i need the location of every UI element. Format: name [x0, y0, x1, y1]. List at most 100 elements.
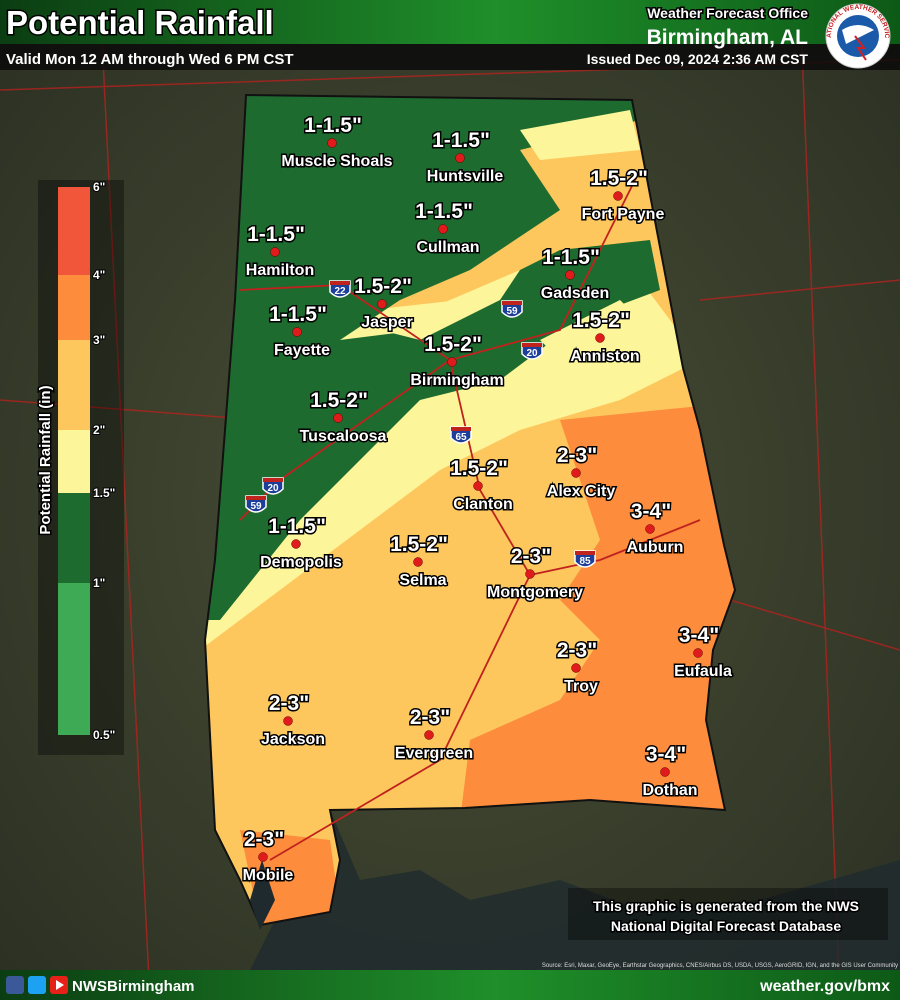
interstate-shield-top: [263, 478, 283, 482]
legend-tick-label: 6": [93, 180, 105, 194]
city-dot: [283, 716, 293, 726]
rainfall-amount: 2-3": [557, 444, 597, 467]
legend-swatch: [58, 493, 90, 583]
city-name: Clanton: [453, 496, 513, 513]
website[interactable]: weather.gov/bmx: [759, 978, 890, 995]
rainfall-amount: 2-3": [269, 692, 309, 715]
rainfall-amount: 1.5-2": [424, 333, 482, 356]
rainfall-amount: 1-1.5": [269, 303, 327, 326]
office-city: Birmingham, AL: [647, 26, 809, 49]
note-line: National Digital Forecast Database: [611, 918, 842, 934]
legend-tick-label: 1": [93, 576, 105, 590]
gulf-water: [250, 810, 900, 970]
issued: Issued Dec 09, 2024 2:36 AM CST: [587, 51, 809, 67]
rainfall-amount: 3-4": [631, 500, 671, 523]
city-name: Troy: [564, 678, 598, 695]
note-backdrop: [568, 888, 888, 940]
rainfall-amount: 1.5-2": [310, 389, 368, 412]
rainfall-amount: 1-1.5": [268, 515, 326, 538]
facebook-icon[interactable]: [6, 976, 24, 994]
city-name: Dothan: [642, 782, 697, 799]
city-name: Gadsden: [541, 285, 609, 302]
legend: Potential Rainfall (in) 6" 4" 3" 2" 1.5" 1" 0.…: [36, 179, 124, 755]
interstate-number: 59: [250, 501, 262, 512]
rainfall-amount: 2-3": [511, 545, 551, 568]
city-dot: [413, 557, 423, 567]
interstate-number: 22: [334, 286, 346, 297]
city-name: Fort Payne: [582, 206, 665, 223]
interstate-shield-top: [522, 343, 542, 347]
rainfall-amount: 2-3": [244, 828, 284, 851]
rainfall-amount: 1-1.5": [542, 246, 600, 269]
title: Potential Rainfall: [6, 4, 274, 41]
header-bar: [0, 0, 900, 44]
city-name: Huntsville: [427, 168, 504, 185]
rainfall-amount: 1-1.5": [304, 114, 362, 137]
city-name: Jackson: [261, 731, 325, 748]
city-dot: [565, 270, 575, 280]
city-dot: [447, 357, 457, 367]
city-name: Mobile: [243, 867, 294, 884]
rainfall-amount: 1-1.5": [432, 129, 490, 152]
rainfall-amount: 1.5-2": [572, 309, 630, 332]
legend-swatch: [58, 583, 90, 735]
twitter-icon[interactable]: [28, 976, 46, 994]
interstate-shield-top: [502, 301, 522, 305]
city-name: Evergreen: [395, 745, 473, 762]
rainfall-amount: 2-3": [410, 706, 450, 729]
city-dot: [327, 138, 337, 148]
city-name: Eufaula: [674, 663, 732, 680]
rainfall-amount: 1.5-2": [354, 275, 412, 298]
mobile-bay: [250, 860, 275, 930]
city-dot: [595, 333, 605, 343]
city-name: Fayette: [274, 342, 330, 359]
city-dot: [258, 852, 268, 862]
rainfall-amount: 1.5-2": [590, 167, 648, 190]
subtitle: Valid Mon 12 AM through Wed 6 PM CST: [6, 51, 294, 68]
legend-swatch: [58, 275, 90, 340]
interstate-number: 20: [267, 483, 279, 494]
legend-tick-label: 0.5": [93, 728, 115, 742]
rainfall-amount: 3-4": [646, 743, 686, 766]
city-dot: [377, 299, 387, 309]
social-handle[interactable]: NWSBirmingham: [72, 978, 195, 995]
rainfall-zones: [205, 95, 735, 925]
city-name: Cullman: [416, 239, 479, 256]
interstate-shield-top: [330, 281, 350, 285]
interstate-number: 85: [579, 556, 591, 567]
city-name: Anniston: [570, 348, 639, 365]
city-dot: [455, 153, 465, 163]
legend-tick-label: 4": [93, 268, 105, 282]
social-icons: [6, 976, 68, 994]
rainfall-amount: 3-4": [679, 624, 719, 647]
footer-bar: [0, 970, 900, 1000]
subheader-bar: [0, 44, 900, 70]
city-dot: [424, 730, 434, 740]
legend-title: Potential Rainfall (in): [37, 385, 54, 534]
city-name: Auburn: [627, 539, 684, 556]
legend-swatch: [58, 340, 90, 430]
interstate-shield-top: [451, 427, 471, 431]
city-name: Montgomery: [487, 584, 583, 601]
interstate-shield-top: [246, 496, 266, 500]
city-dot: [693, 648, 703, 658]
office: Weather Forecast Office: [647, 5, 808, 21]
city-dot: [645, 524, 655, 534]
city-dot: [270, 247, 280, 257]
city-dot: [291, 539, 301, 549]
city-dot: [613, 191, 623, 201]
city-dot: [473, 481, 483, 491]
rainfall-amount: 1-1.5": [247, 223, 305, 246]
legend-swatch: [58, 187, 90, 275]
note-line: This graphic is generated from the NWS: [593, 898, 859, 914]
interstate-number: 65: [455, 432, 467, 443]
rainfall-amount: 1-1.5": [415, 200, 473, 223]
city-name: Tuscaloosa: [300, 428, 387, 445]
legend-tick-label: 1.5": [93, 486, 115, 500]
city-dot: [660, 767, 670, 777]
city-name: Hamilton: [246, 262, 314, 279]
rainfall-amount: 1.5-2": [390, 533, 448, 556]
source: Source: Esri, Maxar, GeoEye, Earthstar G…: [542, 963, 898, 969]
city-dot: [292, 327, 302, 337]
